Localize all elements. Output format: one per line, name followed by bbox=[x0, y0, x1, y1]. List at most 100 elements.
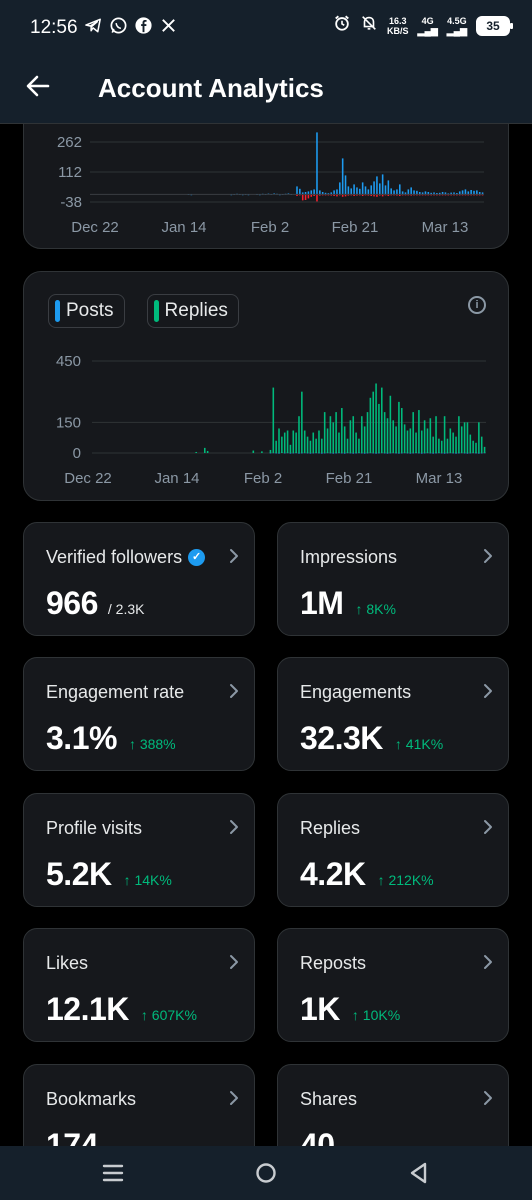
chart-bar bbox=[453, 192, 455, 195]
whatsapp-icon bbox=[109, 16, 128, 35]
app-header: 12:56 16.3 KB/S 4G ▂▄▆ 4.5G ▂▄▆ bbox=[0, 0, 532, 124]
chart-bar bbox=[206, 450, 209, 453]
chart-bar bbox=[338, 432, 340, 453]
chart-bar bbox=[420, 430, 423, 453]
chart-bar bbox=[327, 193, 330, 195]
chart-bar bbox=[286, 430, 289, 453]
mute-bell-icon bbox=[360, 14, 378, 37]
chart-bar bbox=[398, 452, 400, 454]
metric-change: ↑ 212K% bbox=[377, 872, 434, 888]
metric-label: Bookmarks bbox=[46, 1089, 136, 1110]
sim2-label: 4.5G bbox=[447, 15, 467, 26]
metric-card[interactable]: Profile visits 5.2K ↑ 14K% bbox=[23, 793, 255, 907]
net-speed: 16.3 KB/S bbox=[387, 16, 409, 36]
chevron-right-icon bbox=[484, 1091, 492, 1105]
home-button[interactable] bbox=[253, 1160, 279, 1186]
metric-change: ↑ 388% bbox=[128, 736, 176, 752]
chart-bar bbox=[401, 191, 404, 195]
metric-value: 32.3K ↑ 41K% bbox=[300, 720, 443, 757]
metric-card[interactable]: Impressions 1M ↑ 8K% bbox=[277, 522, 509, 636]
chart-bar bbox=[430, 192, 432, 195]
chart-bar bbox=[252, 450, 255, 453]
chart-bar bbox=[449, 428, 452, 453]
metric-value: 4.2K ↑ 212K% bbox=[300, 856, 434, 893]
chart-bar bbox=[347, 186, 350, 195]
chart-bar bbox=[307, 191, 310, 195]
chart-bar bbox=[289, 444, 292, 453]
chart-bar bbox=[341, 408, 343, 453]
chart-bar bbox=[316, 132, 318, 195]
legend-posts[interactable]: Posts bbox=[48, 294, 125, 328]
chart-bar bbox=[310, 190, 313, 195]
chart-bar bbox=[307, 194, 310, 199]
telegram-icon bbox=[84, 16, 103, 35]
chart-bar bbox=[336, 194, 338, 197]
metric-label: Profile visits bbox=[46, 818, 142, 839]
metric-label: Shares bbox=[300, 1089, 357, 1110]
metric-value-text: 5.2K bbox=[46, 856, 112, 892]
alarm-icon bbox=[333, 14, 351, 37]
chart-bar bbox=[443, 416, 446, 453]
chart-bar bbox=[358, 438, 360, 453]
metric-value: 1M ↑ 8K% bbox=[300, 585, 396, 622]
metric-card[interactable]: Replies 4.2K ↑ 212K% bbox=[277, 793, 509, 907]
chart-bar bbox=[396, 194, 398, 196]
chart-bar bbox=[384, 185, 387, 195]
menu-lines-icon bbox=[102, 1164, 124, 1182]
chart-bar bbox=[436, 193, 438, 195]
chart-bar bbox=[353, 184, 355, 195]
x-tick-label: Feb 21 bbox=[332, 219, 379, 236]
chevron-right-icon bbox=[230, 955, 238, 969]
chart-bar bbox=[466, 452, 469, 454]
chart-bar bbox=[469, 434, 472, 453]
metric-card[interactable]: Verified followers ✓ 966 / 2.3K bbox=[23, 522, 255, 636]
y-tick-label: 450 bbox=[56, 353, 81, 370]
chart-bar bbox=[433, 192, 435, 195]
chart-bar bbox=[446, 438, 449, 453]
metric-card[interactable]: Reposts 1K ↑ 10K% bbox=[277, 928, 509, 1042]
net-speed-value: 16.3 bbox=[389, 15, 407, 26]
chart-bar bbox=[452, 432, 454, 453]
metric-value: 3.1% ↑ 388% bbox=[46, 720, 176, 757]
chart-bar bbox=[410, 187, 412, 195]
chart-bar bbox=[339, 182, 341, 195]
y-tick-label: 262 bbox=[57, 134, 82, 151]
metric-value: 966 / 2.3K bbox=[46, 585, 144, 622]
home-circle-icon bbox=[256, 1163, 276, 1183]
back-button[interactable] bbox=[22, 70, 54, 102]
metric-card[interactable]: Engagements 32.3K ↑ 41K% bbox=[277, 657, 509, 771]
metric-label-text: Shares bbox=[300, 1089, 358, 1109]
legend-replies-swatch bbox=[153, 300, 159, 322]
info-icon[interactable]: i bbox=[468, 296, 486, 314]
x-tick-label: Dec 22 bbox=[71, 219, 119, 236]
metric-card[interactable]: Likes 12.1K ↑ 607K% bbox=[23, 928, 255, 1042]
chart-bar bbox=[432, 452, 434, 454]
chart-bar bbox=[478, 422, 480, 453]
chart-bar bbox=[299, 188, 301, 195]
chart-bar bbox=[456, 193, 458, 195]
metric-card[interactable]: Engagement rate 3.1% ↑ 388% bbox=[23, 657, 255, 771]
chart-bar bbox=[364, 186, 367, 195]
chart-bar bbox=[330, 194, 333, 196]
posts-replies-chart: 450 150 0 Dec 22 Jan 14 Feb 2 Feb 21 Mar 13 bbox=[56, 353, 486, 487]
chevron-right-icon bbox=[230, 549, 238, 563]
chart-bar bbox=[272, 387, 275, 453]
chart-bar bbox=[409, 428, 412, 453]
chart-bar bbox=[386, 452, 389, 454]
chart-bar bbox=[356, 194, 358, 196]
chart-bar bbox=[301, 192, 304, 195]
chart-bar bbox=[324, 192, 327, 195]
chart-bar bbox=[269, 449, 272, 453]
chart-bar bbox=[455, 452, 457, 454]
nav-back-button[interactable] bbox=[406, 1160, 432, 1186]
chart-bar bbox=[298, 416, 300, 453]
chart-bar bbox=[341, 194, 344, 197]
metric-label-text: Impressions bbox=[300, 547, 398, 567]
recent-apps-button[interactable] bbox=[100, 1160, 126, 1186]
legend-replies[interactable]: Replies bbox=[146, 294, 239, 328]
chart-bar bbox=[333, 194, 335, 196]
chart-bar bbox=[407, 189, 410, 195]
chart-bar bbox=[478, 452, 480, 454]
metric-change: ↑ 14K% bbox=[123, 872, 172, 888]
chart-bar bbox=[344, 175, 347, 195]
